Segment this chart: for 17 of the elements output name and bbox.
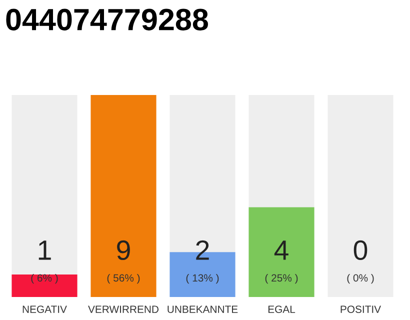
x-tick-label: VERWIRREND <box>88 306 158 313</box>
data-label: 0 <box>354 240 368 260</box>
annotation: ( 6% ) <box>31 274 58 284</box>
data-label: 1 <box>38 240 51 260</box>
x-tick-label: NEGATIV <box>22 306 67 313</box>
annotation: ( 0% ) <box>347 274 374 284</box>
data-label: 4 <box>274 240 288 260</box>
annotation: ( 13% ) <box>186 274 219 284</box>
data-label: 9 <box>117 240 130 260</box>
x-tick-label: POSITIV <box>340 306 382 313</box>
chart-title: 044074779288 <box>6 8 208 30</box>
x-tick-label: UNBEKANNTE <box>168 306 238 313</box>
x-tick-label: EGAL <box>268 306 296 313</box>
annotation: ( 56% ) <box>107 274 140 284</box>
bar <box>90 95 156 297</box>
annotation: ( 25% ) <box>265 274 298 284</box>
bar <box>12 274 78 297</box>
